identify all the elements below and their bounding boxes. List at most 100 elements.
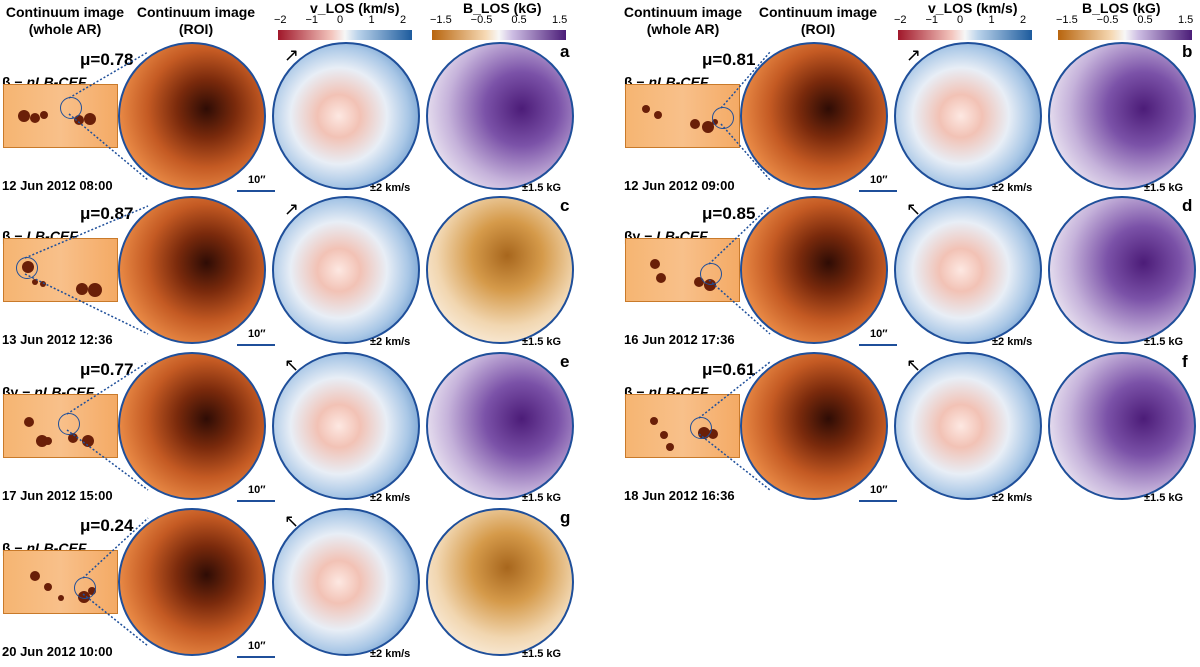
panel-letter: g	[560, 508, 571, 527]
mu-value: μ=0.61	[702, 360, 756, 379]
continuum-roi-image	[118, 352, 266, 500]
scale-bar-label: 10″	[248, 328, 266, 340]
sunspot	[40, 111, 48, 119]
blos-range-label: ±1.5 kG	[1144, 492, 1184, 504]
scale-bar	[237, 344, 275, 346]
sunspot	[30, 113, 40, 123]
continuum-roi-image	[118, 508, 266, 656]
continuum-roi-image	[118, 42, 266, 190]
sunspot	[690, 119, 700, 129]
panel-letter: d	[1182, 196, 1193, 215]
blos-colorbar-left	[432, 30, 566, 40]
whole-ar-thumbnail	[3, 238, 118, 302]
sunspot	[76, 283, 88, 295]
blos-left-tick: −0.5	[470, 14, 493, 26]
blos-right-tick: 0.5	[1137, 14, 1153, 26]
sunspot	[642, 105, 650, 113]
blos-map	[426, 42, 574, 190]
vlos-colorbar-right	[898, 30, 1032, 40]
sunspot	[82, 435, 94, 447]
vlos-range-label: ±2 km/s	[992, 336, 1033, 348]
sunspot	[44, 437, 52, 445]
blos-range-label: ±1.5 kG	[1144, 182, 1184, 194]
mu-value: μ=0.24	[80, 516, 134, 535]
blos-map	[426, 196, 574, 344]
vlos-map	[272, 508, 420, 656]
scale-bar-label: 10″	[248, 484, 266, 496]
roi-marker	[60, 97, 82, 119]
roi-marker	[74, 577, 96, 599]
mu-value: μ=0.77	[80, 360, 134, 379]
whole-ar-thumbnail	[3, 84, 118, 148]
blos-right-tick: −1.5	[1056, 14, 1078, 26]
header-cont-roi-left: Continuum image (ROI)	[136, 4, 256, 37]
mu-value: μ=0.85	[702, 204, 756, 223]
vlos-right-tick: 1	[988, 14, 995, 26]
continuum-roi-image	[740, 42, 888, 190]
scale-bar	[237, 500, 275, 502]
disk-center-arrow: ↖	[906, 355, 922, 375]
blos-map	[1048, 196, 1196, 344]
vlos-map	[894, 42, 1042, 190]
blos-map	[426, 508, 574, 656]
sunspot	[694, 277, 704, 287]
sunspot	[656, 273, 666, 283]
blos-map	[1048, 352, 1196, 500]
vlos-colorbar-title-right: v_LOS (km/s)	[928, 0, 1018, 16]
vlos-range-label: ±2 km/s	[992, 182, 1033, 194]
blos-map	[426, 352, 574, 500]
blos-left-tick: 0.5	[511, 14, 527, 26]
disk-center-arrow: ↗	[284, 199, 300, 219]
roi-marker	[712, 107, 734, 129]
vlos-range-label: ±2 km/s	[370, 182, 411, 194]
blos-left-tick: −1.5	[430, 14, 452, 26]
blos-range-label: ±1.5 kG	[522, 492, 562, 504]
vlos-left-tick: −1	[305, 14, 319, 26]
scale-bar-label: 10″	[870, 484, 888, 496]
vlos-right-tick: −2	[894, 14, 907, 26]
sunspot	[88, 283, 102, 297]
vlos-left-tick: 2	[400, 14, 407, 26]
mu-value: μ=0.87	[80, 204, 134, 223]
scale-bar	[859, 344, 897, 346]
vlos-map	[272, 196, 420, 344]
vlos-colorbar-title-left: v_LOS (km/s)	[310, 0, 400, 16]
blos-range-label: ±1.5 kG	[522, 648, 562, 660]
sunspot	[654, 111, 662, 119]
vlos-range-label: ±2 km/s	[370, 336, 411, 348]
disk-center-arrow: ↖	[284, 355, 300, 375]
sunspot	[660, 431, 668, 439]
whole-ar-thumbnail	[625, 394, 740, 458]
vlos-map	[272, 42, 420, 190]
sunspot	[702, 121, 714, 133]
whole-ar-thumbnail	[3, 394, 118, 458]
panel-letter: f	[1182, 352, 1188, 371]
observation-date: 18 Jun 2012 16:36	[624, 488, 735, 503]
vlos-map	[894, 196, 1042, 344]
panel-letter: c	[560, 196, 570, 215]
panel-letter: e	[560, 352, 570, 371]
scale-bar-label: 10″	[248, 640, 266, 652]
whole-ar-thumbnail	[625, 84, 740, 148]
scale-bar	[237, 656, 275, 658]
mu-value: μ=0.81	[702, 50, 756, 69]
sunspot	[18, 110, 30, 122]
observation-date: 13 Jun 2012 12:36	[2, 332, 113, 347]
sunspot	[32, 279, 38, 285]
disk-center-arrow: ↖	[906, 199, 922, 219]
blos-right-tick: 1.5	[1178, 14, 1194, 26]
blos-range-label: ±1.5 kG	[522, 182, 562, 194]
header-cont-whole-left: Continuum image (whole AR)	[5, 4, 125, 37]
mu-value: μ=0.78	[80, 50, 134, 69]
scale-bar-label: 10″	[870, 328, 888, 340]
sunspot	[650, 259, 660, 269]
blos-colorbar-title-left: B_LOS (kG)	[463, 0, 542, 16]
sunspot	[666, 443, 674, 451]
sunspot	[84, 113, 96, 125]
header-cont-roi-right: Continuum image (ROI)	[758, 4, 878, 37]
continuum-roi-image	[740, 352, 888, 500]
vlos-range-label: ±2 km/s	[992, 492, 1033, 504]
sunspot	[24, 417, 34, 427]
blos-colorbar-right	[1058, 30, 1192, 40]
